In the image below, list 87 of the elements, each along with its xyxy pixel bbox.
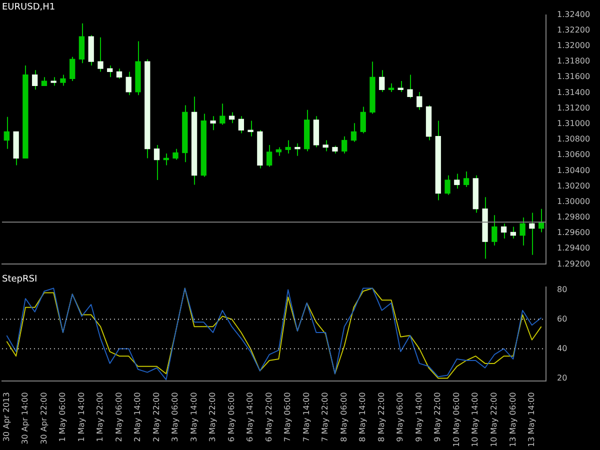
candlestick [492, 214, 498, 246]
x-tick-label: 1 May 14:00 [76, 392, 86, 442]
candlestick [342, 136, 348, 154]
candlestick [322, 140, 328, 152]
y-tick-label: 1.30800 [557, 134, 590, 144]
y-tick-label: 1.30400 [557, 166, 590, 175]
candlestick [520, 216, 526, 246]
candlestick [154, 144, 160, 181]
candlestick [416, 91, 422, 110]
candlestick [32, 70, 38, 90]
x-tick-label: 2 May 06:00 [114, 392, 124, 442]
y-tick-label: 1.30200 [557, 181, 590, 190]
candlestick [220, 103, 226, 126]
x-tick-label: 8 May 22:00 [376, 392, 386, 442]
y-tick-label: 1.31200 [557, 103, 590, 112]
candlestick [444, 174, 450, 196]
candlestick [78, 22, 85, 64]
x-tick-label: 3 May 06:00 [170, 392, 180, 442]
y-tick-label: 1.31000 [557, 118, 590, 128]
x-tick-label: 1 May 22:00 [96, 392, 105, 442]
x-tick-label: 8 May 06:00 [339, 392, 348, 442]
y-tick-label: 1.29800 [557, 212, 590, 222]
x-tick-label: 10 May 22:00 [489, 392, 498, 447]
y-tick-label: 1.29600 [557, 228, 590, 238]
x-tick-label: 30 Apr 22:00 [39, 392, 48, 444]
candlestick [4, 116, 10, 150]
candlestick [107, 64, 113, 78]
y-tick-label: 1.29400 [557, 244, 590, 253]
y-tick-label: 1.32400 [557, 10, 590, 19]
y-tick-label: 60 [557, 314, 568, 324]
x-tick-label: 3 May 22:00 [208, 392, 218, 442]
candlestick [238, 116, 244, 134]
x-tick-label: 6 May 06:00 [226, 392, 236, 442]
x-tick-label: 9 May 22:00 [433, 392, 442, 442]
x-tick-label: 6 May 22:00 [264, 392, 274, 442]
x-tick-label: 13 May 14:00 [527, 392, 536, 447]
candlestick [510, 226, 516, 239]
candlestick [126, 71, 132, 96]
y-tick-label: 1.32000 [557, 41, 590, 50]
x-tick-label: 2 May 22:00 [152, 392, 161, 442]
candlestick [463, 170, 470, 188]
x-tick-label: 7 May 06:00 [283, 392, 292, 442]
chart-title: EURUSD,H1 [2, 2, 56, 13]
y-tick-label: 1.31800 [557, 56, 590, 66]
y-tick-label: 80 [557, 284, 568, 294]
candlestick [350, 122, 357, 142]
candlestick [379, 70, 385, 92]
x-tick-label: 9 May 14:00 [414, 392, 424, 442]
y-tick-label: 1.30000 [557, 196, 590, 206]
candlestick [70, 56, 76, 82]
x-tick-label: 3 May 14:00 [189, 392, 198, 442]
candlestick [266, 144, 272, 168]
candlestick [116, 68, 122, 80]
candlestick [294, 142, 300, 156]
y-tick-label: 1.31600 [557, 72, 590, 82]
x-tick-label: 1 May 06:00 [58, 392, 68, 442]
y-tick-label: 1.29200 [557, 259, 590, 268]
candlestick [60, 74, 66, 86]
candlestick [172, 148, 178, 160]
x-tick-label: 8 May 14:00 [358, 392, 368, 442]
x-tick-label: 10 May 14:00 [470, 392, 480, 447]
y-tick-label: 40 [557, 344, 568, 353]
x-tick-label: 9 May 06:00 [396, 392, 405, 442]
y-tick-label: 1.31400 [557, 88, 590, 97]
candlestick [98, 36, 104, 72]
candlestick [529, 212, 535, 256]
y-tick-label: 1.32200 [557, 25, 590, 34]
candlestick [228, 112, 235, 124]
x-tick-label: 30 Apr 2013 [2, 392, 11, 442]
candlestick [248, 120, 254, 137]
chart-title: StepRSI [2, 274, 38, 285]
x-tick-label: 10 May 06:00 [452, 392, 461, 447]
candlestick [500, 223, 507, 239]
x-tick-label: 13 May 06:00 [508, 392, 518, 447]
x-tick-label: 7 May 22:00 [320, 392, 330, 442]
candlestick [210, 116, 216, 131]
candlestick [285, 140, 291, 154]
x-tick-label: 7 May 14:00 [302, 392, 311, 442]
candlestick [454, 173, 460, 190]
candlestick [360, 106, 366, 134]
candlestick [407, 74, 413, 99]
x-tick-label: 6 May 14:00 [246, 392, 255, 442]
x-tick-label: 30 Apr 14:00 [20, 392, 30, 444]
y-tick-label: 20 [557, 373, 568, 382]
candlestick [398, 80, 404, 92]
y-tick-label: 1.30600 [557, 150, 590, 160]
x-tick-label: 2 May 14:00 [133, 392, 142, 442]
